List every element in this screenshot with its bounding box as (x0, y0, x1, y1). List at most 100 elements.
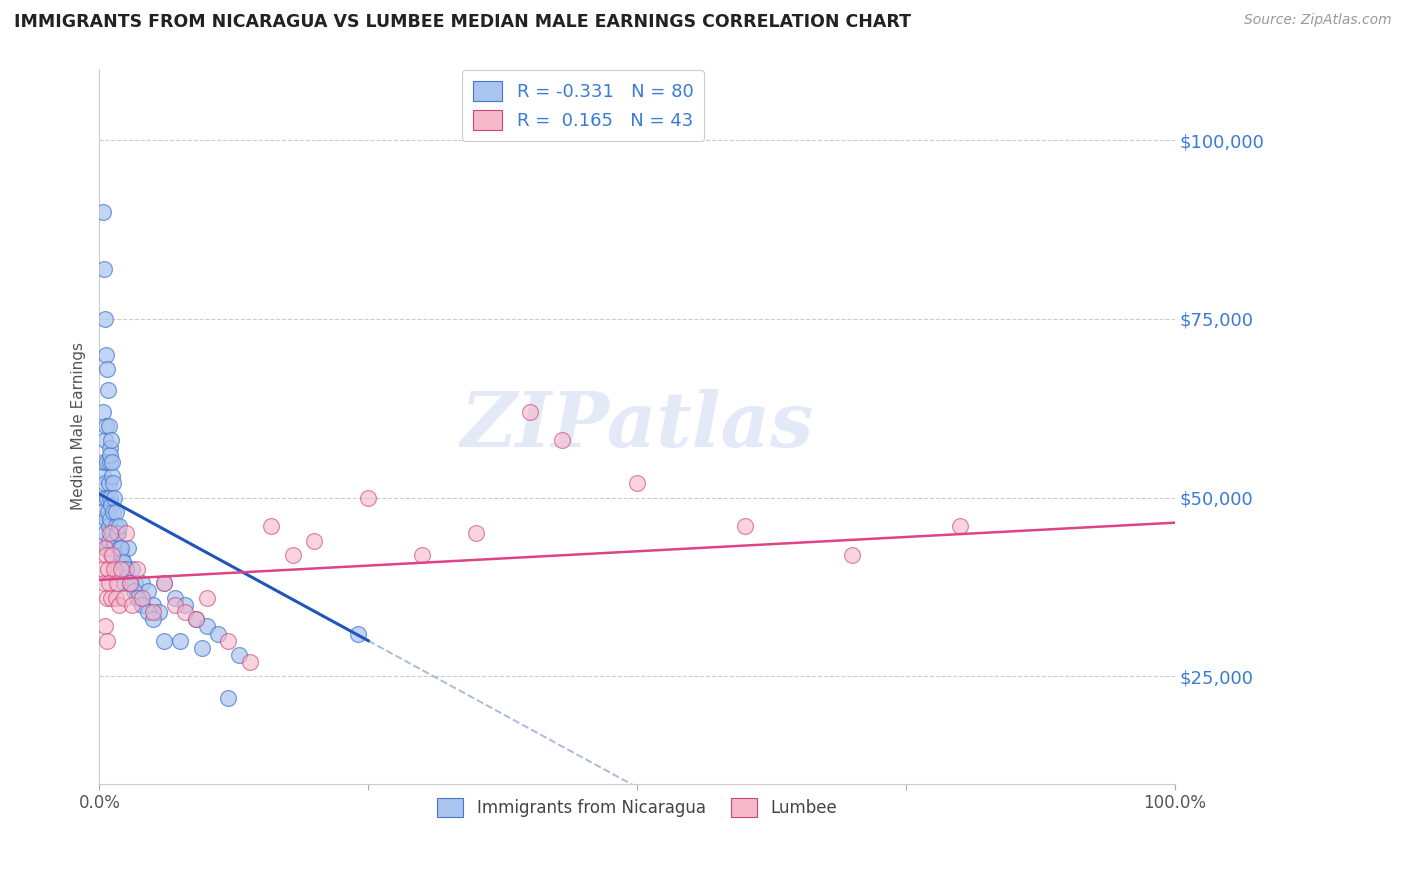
Point (112, 555, 135, 569)
Point (97, 505, 120, 519)
Point (97, 476, 120, 491)
Y-axis label: Median Male Earnings: Median Male Earnings (72, 343, 86, 510)
Point (104, 505, 127, 519)
Point (195, 591, 218, 605)
Point (163, 591, 186, 605)
Text: Source: ZipAtlas.com: Source: ZipAtlas.com (1244, 13, 1392, 28)
Point (115, 562, 138, 576)
Point (103, 491, 125, 505)
Point (112, 576, 135, 591)
Point (131, 576, 153, 591)
Point (153, 576, 176, 591)
Point (94, 512, 117, 526)
Point (304, 533, 326, 548)
Point (101, 469, 124, 483)
Point (174, 605, 197, 619)
Point (91, 562, 114, 576)
Point (142, 612, 165, 626)
Point (98, 576, 121, 591)
Point (153, 576, 176, 591)
Point (121, 562, 143, 576)
Point (128, 591, 150, 605)
Point (101, 526, 124, 541)
Point (91, 405, 114, 419)
Point (97, 519, 120, 533)
Point (93, 261, 115, 276)
Point (96, 591, 118, 605)
Point (131, 598, 153, 612)
Point (100, 498, 122, 512)
Point (98, 419, 121, 434)
Legend: Immigrants from Nicaragua, Lumbee: Immigrants from Nicaragua, Lumbee (429, 790, 846, 825)
Point (281, 548, 304, 562)
Point (96, 455, 118, 469)
Point (93, 491, 115, 505)
Point (239, 655, 262, 669)
Point (96, 419, 118, 434)
Point (112, 555, 135, 569)
Point (148, 605, 170, 619)
Point (115, 562, 138, 576)
Point (103, 562, 125, 576)
Point (110, 541, 132, 555)
Point (949, 519, 972, 533)
Point (96, 362, 118, 376)
Point (122, 583, 145, 598)
Point (115, 526, 138, 541)
Point (112, 591, 135, 605)
Point (101, 455, 124, 469)
Point (169, 633, 191, 648)
Point (105, 562, 128, 576)
Point (131, 591, 153, 605)
Point (110, 562, 132, 576)
Point (136, 605, 159, 619)
Point (174, 598, 197, 612)
Point (105, 526, 128, 541)
Point (153, 633, 176, 648)
Point (105, 576, 128, 591)
Point (142, 605, 165, 619)
Text: IMMIGRANTS FROM NICARAGUA VS LUMBEE MEDIAN MALE EARNINGS CORRELATION CHART: IMMIGRANTS FROM NICARAGUA VS LUMBEE MEDI… (14, 13, 911, 31)
Point (107, 519, 129, 533)
Point (195, 619, 218, 633)
Point (841, 548, 863, 562)
Point (100, 434, 122, 448)
Point (107, 541, 129, 555)
Point (228, 648, 250, 662)
Point (125, 562, 148, 576)
Point (104, 519, 127, 533)
Point (91, 204, 114, 219)
Point (93, 455, 115, 469)
Point (96, 633, 118, 648)
Point (217, 633, 239, 648)
Point (551, 434, 574, 448)
Point (94, 548, 117, 562)
Point (136, 583, 159, 598)
Point (207, 626, 229, 640)
Point (107, 598, 129, 612)
Point (346, 626, 368, 640)
Point (190, 640, 212, 655)
Point (94, 541, 117, 555)
Point (97, 562, 120, 576)
Point (110, 548, 132, 562)
Point (121, 598, 143, 612)
Point (94, 619, 117, 633)
Point (260, 519, 283, 533)
Point (97, 384, 120, 398)
Point (103, 476, 125, 491)
Point (217, 690, 239, 705)
Point (91, 469, 114, 483)
Point (357, 491, 380, 505)
Point (98, 448, 121, 462)
Point (734, 519, 756, 533)
Point (98, 533, 121, 548)
Point (98, 491, 121, 505)
Point (94, 526, 117, 541)
Point (101, 548, 124, 562)
Point (411, 548, 433, 562)
Point (186, 612, 208, 626)
Point (94, 434, 117, 448)
Point (96, 491, 118, 505)
Point (98, 526, 121, 541)
